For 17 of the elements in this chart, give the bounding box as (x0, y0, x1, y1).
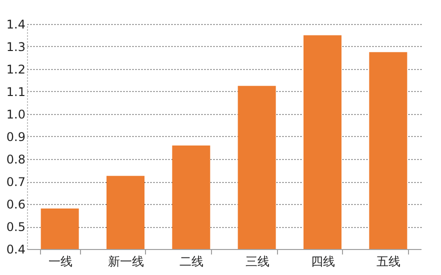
y-tick-label: 0.7 (6, 175, 26, 189)
y-tick-label: 1.0 (6, 108, 26, 122)
x-tick-label: 三线 (245, 254, 270, 268)
y-tick-label: 0.4 (6, 242, 26, 256)
y-tick-label: 0.9 (6, 130, 26, 144)
x-tick-label: 四线 (311, 254, 335, 268)
x-tick-label: 一线 (48, 254, 72, 268)
y-tick-label: 0.6 (6, 198, 26, 212)
x-tick-label: 新一线 (108, 254, 144, 268)
y-tick-label: 0.8 (6, 152, 26, 166)
y-tick-label: 1.4 (6, 18, 26, 32)
y-tick-label: 1.1 (6, 85, 26, 99)
x-tick-label: 二线 (180, 254, 204, 268)
y-tick-label: 0.5 (6, 220, 26, 234)
y-tick-label: 1.2 (6, 62, 26, 76)
y-tick-label: 1.3 (6, 40, 26, 54)
x-tick-label: 五线 (376, 254, 401, 268)
